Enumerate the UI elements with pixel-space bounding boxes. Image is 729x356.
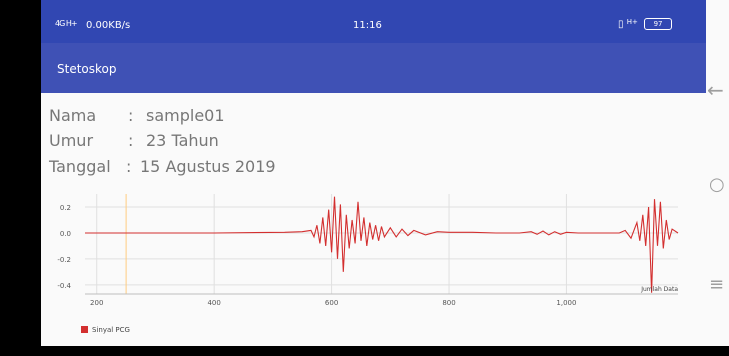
network-type: H+ (626, 18, 638, 26)
vibrate-icon: ▯ (618, 19, 624, 30)
back-icon[interactable]: ← (707, 78, 724, 102)
home-icon[interactable]: ○ (709, 174, 725, 195)
network-speed: 0.00KB/s (86, 20, 131, 31)
name-row: Nama : sample01 (49, 106, 225, 125)
app-title: Stetoskop (57, 62, 117, 76)
name-label: Nama (49, 106, 97, 125)
bottom-black-bar (0, 346, 729, 356)
name-value: sample01 (146, 106, 225, 125)
y-tick-label: -0.2 (57, 256, 71, 264)
app-bar: Stetoskop (41, 43, 706, 93)
status-bar: 4G H+ 0.00KB/s 11:16 ▯ H+ 97 (41, 0, 706, 43)
x-axis-ticks: 200 400 600 800 1,000 (90, 299, 576, 307)
legend-swatch (81, 326, 88, 333)
x-tick-label: 600 (325, 299, 338, 307)
date-separator: : (126, 157, 132, 176)
date-value: 15 Agustus 2019 (140, 157, 276, 176)
nav-panel: ← ○ ≡ (706, 0, 729, 356)
battery-icon: 97 (644, 18, 673, 30)
left-black-bar (0, 0, 41, 356)
x-tick-label: 800 (442, 299, 455, 307)
y-tick-label: 0.0 (60, 230, 71, 238)
legend-label: Sinyal PCG (92, 326, 130, 334)
menu-icon[interactable]: ≡ (709, 274, 725, 295)
chart-grid (85, 194, 678, 294)
x-tick-label: 200 (90, 299, 103, 307)
clock: 11:16 (353, 20, 382, 31)
age-label: Umur (49, 131, 94, 150)
x-tick-label: 1,000 (556, 299, 576, 307)
phone-screen: 4G H+ 0.00KB/s 11:16 ▯ H+ 97 Stetoskop N… (41, 0, 706, 356)
age-row: Umur : 23 Tahun (49, 131, 219, 150)
age-value: 23 Tahun (146, 131, 219, 150)
age-separator: : (128, 131, 134, 150)
y-axis-ticks: 0.2 0.0 -0.2 -0.4 (57, 204, 71, 290)
status-right: ▯ H+ 97 (618, 18, 673, 30)
series-line-sinyal-pcg (85, 196, 679, 293)
date-label: Tanggal (49, 157, 111, 176)
pcg-chart[interactable]: 0.2 0.0 -0.2 -0.4 200 400 600 800 1,000 Jumlah … (41, 186, 706, 346)
y-tick-label: 0.2 (60, 204, 71, 212)
signal-icon: 4G H+ (55, 19, 78, 28)
y-tick-label: -0.4 (57, 282, 71, 290)
x-axis-label: Jumlah Data (640, 286, 678, 293)
name-separator: : (128, 106, 134, 125)
x-tick-label: 400 (207, 299, 220, 307)
date-row: Tanggal : 15 Agustus 2019 (49, 157, 276, 176)
